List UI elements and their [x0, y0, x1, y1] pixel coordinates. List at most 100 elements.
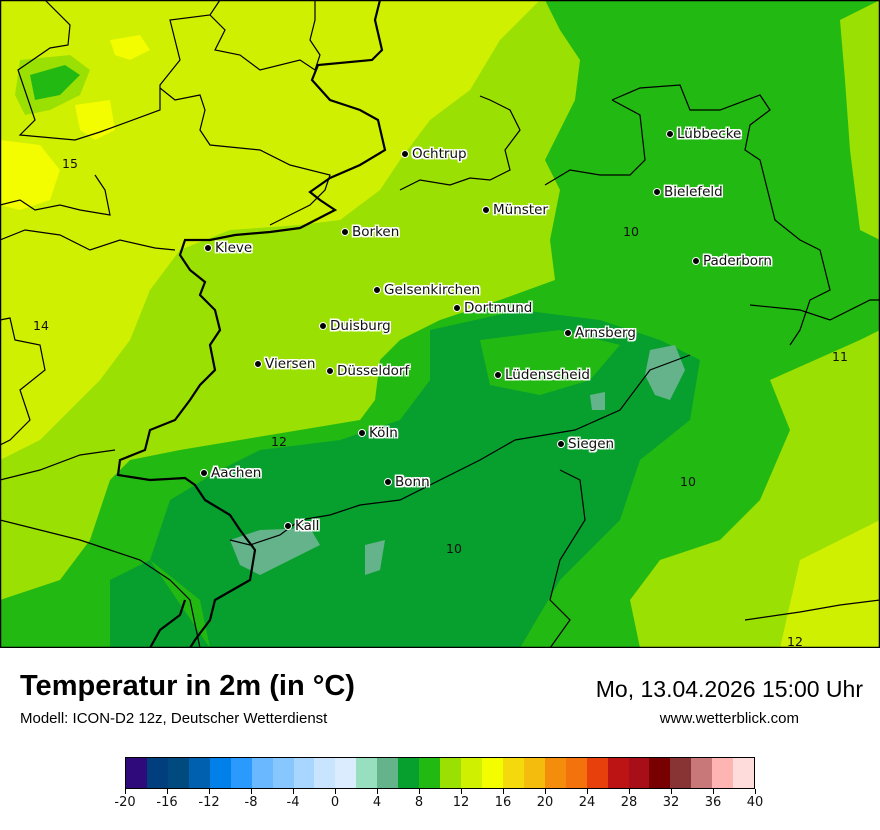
city-viersen: Viersen: [254, 356, 315, 372]
legend-swatch: [502, 758, 524, 788]
legend-swatch: [461, 758, 482, 788]
contour-label: 11: [832, 349, 848, 364]
city-marker-icon: [200, 469, 208, 477]
city-label: Gelsenkirchen: [384, 282, 481, 298]
legend-swatch: [565, 758, 587, 788]
city-marker-icon: [326, 367, 334, 375]
website-credit: www.wetterblick.com: [659, 710, 799, 727]
city-aachen: Aachen: [200, 465, 261, 481]
city-marker-icon: [341, 228, 349, 236]
legend-swatch: [440, 758, 461, 788]
city-marker-icon: [564, 329, 572, 337]
contour-label: 10: [446, 541, 462, 556]
legend-tick-label: 4: [372, 795, 382, 810]
city-ochtrup: Ochtrup: [401, 146, 467, 162]
city-bielefeld: Bielefeld: [653, 184, 723, 200]
temperature-map: Ochtrup Lübbecke Bielefeld Münster Borke…: [0, 0, 880, 649]
legend-swatch: [544, 758, 566, 788]
city-label: Bielefeld: [664, 184, 723, 200]
city-marker-icon: [557, 440, 565, 448]
city-marker-icon: [401, 150, 409, 158]
legend-tick: [251, 789, 252, 794]
legend-swatch: [649, 758, 671, 788]
city-label: Aachen: [211, 465, 262, 481]
legend-swatch: [251, 758, 273, 788]
legend-tick-label: 24: [578, 795, 596, 810]
legend-swatch: [126, 758, 147, 788]
legend-tick-label: -16: [156, 795, 178, 810]
city-marker-icon: [284, 522, 292, 530]
city-marker-icon: [384, 478, 392, 486]
city-marker-icon: [494, 371, 502, 379]
legend-swatch: [335, 758, 357, 788]
city-borken: Borken: [341, 224, 399, 240]
city-marker-icon: [653, 188, 661, 196]
legend-tick: [629, 789, 630, 794]
legend-swatch: [398, 758, 420, 788]
legend-tick: [461, 789, 462, 794]
city-label: Siegen: [568, 436, 615, 452]
contour-label: 10: [623, 224, 639, 239]
legend-swatch: [670, 758, 692, 788]
legend-tick-label: 36: [704, 795, 722, 810]
city-dortmund: Dortmund: [453, 300, 532, 316]
contour-label: 14: [33, 318, 49, 333]
city-label: Münster: [493, 202, 548, 218]
legend-tick-label: -4: [286, 795, 300, 810]
legend-tick: [125, 789, 126, 794]
city-marker-icon: [254, 360, 262, 368]
city-arnsberg: Arnsberg: [564, 325, 636, 341]
city-label: Ochtrup: [412, 146, 467, 162]
city-koeln: Köln: [358, 425, 398, 441]
legend-tick: [503, 789, 504, 794]
legend-swatch: [314, 758, 336, 788]
legend-tick-label: 40: [746, 795, 764, 810]
legend-swatch: [712, 758, 734, 788]
legend-swatch: [733, 758, 755, 788]
legend-tick-label: 28: [620, 795, 638, 810]
legend-swatch: [167, 758, 189, 788]
city-marker-icon: [319, 322, 327, 330]
legend-tick: [335, 789, 336, 794]
legend-swatch: [272, 758, 294, 788]
legend-tick-label: 8: [414, 795, 424, 810]
legend-tick: [545, 789, 546, 794]
contour-label: 10: [680, 474, 696, 489]
legend-tick: [587, 789, 588, 794]
legend-tick-label: -8: [244, 795, 258, 810]
city-gelsenkirchen: Gelsenkirchen: [373, 282, 480, 298]
legend-tick: [377, 789, 378, 794]
legend-tick-label: 12: [452, 795, 470, 810]
legend-swatch: [586, 758, 608, 788]
city-label: Dortmund: [464, 300, 533, 316]
city-marker-icon: [692, 257, 700, 265]
legend-swatch: [293, 758, 315, 788]
city-label: Duisburg: [330, 318, 391, 334]
city-marker-icon: [358, 429, 366, 437]
color-legend-bar: [125, 757, 755, 789]
city-label: Düsseldorf: [337, 363, 410, 379]
legend-swatch: [628, 758, 650, 788]
legend-tick: [167, 789, 168, 794]
city-label: Köln: [369, 425, 398, 441]
legend-swatch: [523, 758, 545, 788]
legend-tick-label: 0: [330, 795, 340, 810]
legend-tick-label: 20: [536, 795, 554, 810]
legend-swatch: [377, 758, 399, 788]
legend-swatch: [607, 758, 629, 788]
city-label: Kleve: [215, 240, 253, 256]
legend-tick: [755, 789, 756, 794]
legend-tick: [671, 789, 672, 794]
legend-tick-label: 32: [662, 795, 680, 810]
legend-tick-label: 16: [494, 795, 512, 810]
city-bonn: Bonn: [384, 474, 430, 490]
legend-tick-label: -12: [198, 795, 220, 810]
legend-tick: [713, 789, 714, 794]
city-marker-icon: [204, 244, 212, 252]
legend-swatch: [419, 758, 441, 788]
map-title: Temperatur in 2m (in °C): [20, 670, 355, 702]
legend-tick: [209, 789, 210, 794]
city-duisburg: Duisburg: [319, 318, 391, 334]
city-label: Paderborn: [703, 253, 772, 269]
legend-tick-label: -20: [114, 795, 136, 810]
